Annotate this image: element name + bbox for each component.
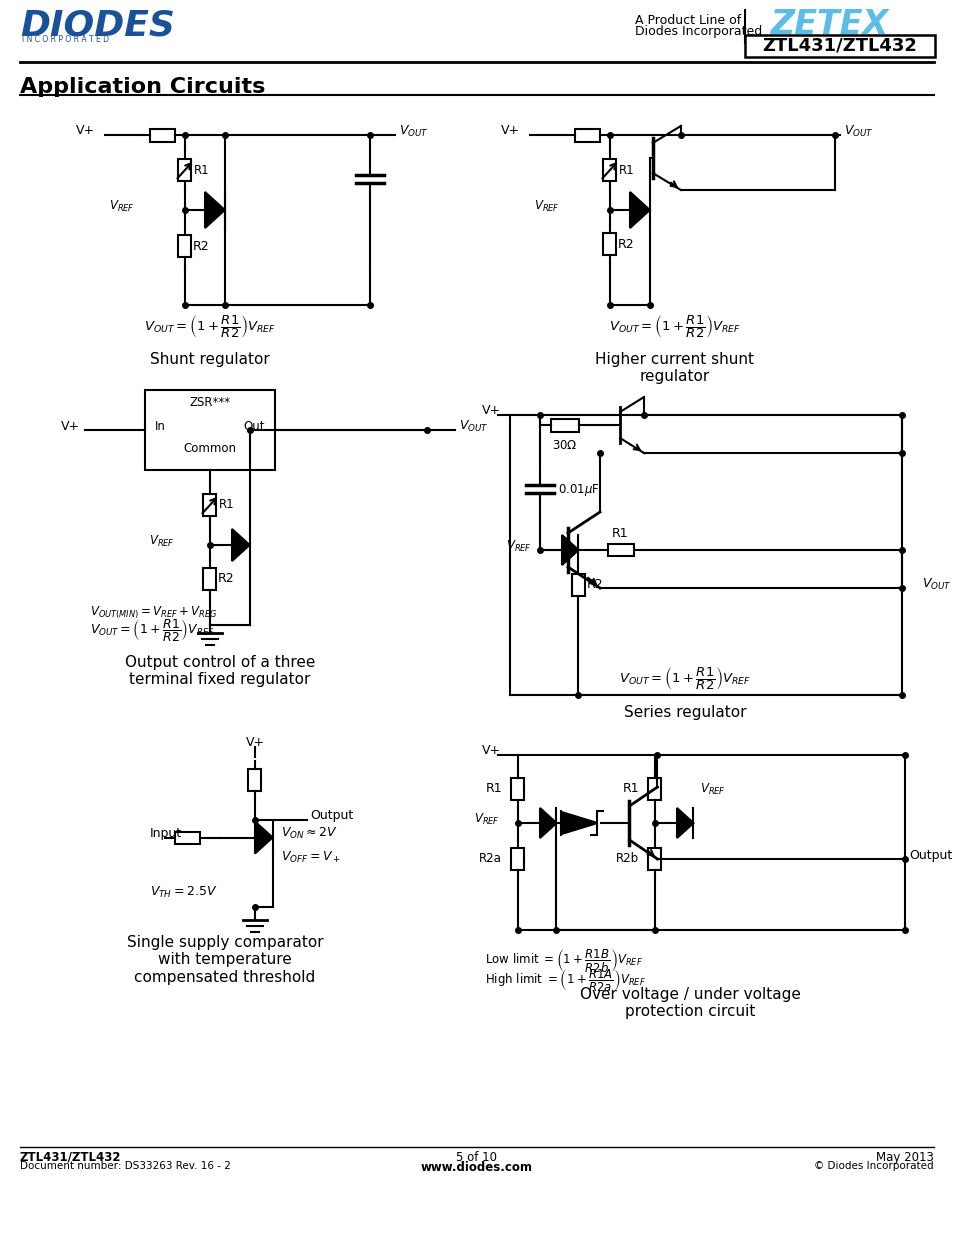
Text: © Diodes Incorporated: © Diodes Incorporated	[814, 1161, 933, 1171]
Polygon shape	[539, 808, 556, 839]
Bar	[150, 128, 175, 142]
Bar	[603, 233, 616, 254]
Text: $V_{REF}$: $V_{REF}$	[700, 782, 725, 797]
Text: R1: R1	[193, 163, 209, 177]
Polygon shape	[561, 535, 578, 564]
Text: 30$\Omega$: 30$\Omega$	[552, 438, 578, 452]
Text: ZTL431/ZTL432: ZTL431/ZTL432	[761, 37, 917, 56]
Bar	[603, 159, 616, 182]
Text: Output: Output	[908, 848, 951, 862]
Polygon shape	[254, 821, 273, 853]
Text: May 2013: May 2013	[875, 1151, 933, 1165]
Bar	[178, 159, 192, 182]
Text: $V_{OUT(MIN)} = V_{REF} + V_{REG}$: $V_{OUT(MIN)} = V_{REF} + V_{REG}$	[90, 605, 217, 621]
Polygon shape	[205, 191, 225, 228]
Text: High limit $= \left(1+\dfrac{R1A}{R2a}\right)V_{REF}$: High limit $= \left(1+\dfrac{R1A}{R2a}\r…	[484, 967, 645, 993]
Text: Shunt regulator: Shunt regulator	[150, 352, 270, 367]
Text: $V_{OUT}$: $V_{OUT}$	[843, 124, 873, 138]
Text: Higher current shunt
regulator: Higher current shunt regulator	[595, 352, 754, 384]
Text: A Product Line of: A Product Line of	[635, 14, 740, 26]
Text: Application Circuits: Application Circuits	[20, 77, 265, 98]
Bar	[648, 848, 660, 869]
Text: $V_{OUT} = \left(1+\dfrac{R1}{R2}\right)V_{REF}$: $V_{OUT} = \left(1+\dfrac{R1}{R2}\right)…	[618, 666, 750, 693]
Bar	[551, 419, 578, 431]
Text: 5 of 10: 5 of 10	[456, 1151, 497, 1165]
Text: Out: Out	[243, 420, 265, 432]
Bar	[248, 769, 261, 790]
Text: $V_{REF}$: $V_{REF}$	[474, 811, 499, 826]
Bar	[511, 778, 524, 799]
Bar	[648, 778, 660, 799]
Text: R2: R2	[193, 240, 210, 252]
Text: V+: V+	[500, 125, 519, 137]
Text: Diodes Incorporated: Diodes Incorporated	[635, 26, 761, 38]
Text: R2b: R2b	[616, 852, 639, 866]
Text: R1: R1	[612, 527, 628, 540]
Text: Common: Common	[183, 441, 236, 454]
Text: $V_{ON} \approx 2V$: $V_{ON} \approx 2V$	[280, 826, 337, 841]
Text: 0.01$\mu$F: 0.01$\mu$F	[558, 482, 599, 498]
Bar	[608, 543, 633, 556]
Text: R2a: R2a	[478, 852, 501, 866]
Text: Output: Output	[310, 809, 353, 823]
Bar	[178, 236, 192, 257]
Bar	[744, 35, 934, 57]
Text: www.diodes.com: www.diodes.com	[420, 1161, 533, 1174]
Text: V+: V+	[481, 405, 500, 417]
Text: $V_{OUT} = \left(1+\dfrac{R1}{R2}\right)V_{REF}$: $V_{OUT} = \left(1+\dfrac{R1}{R2}\right)…	[144, 314, 275, 341]
Text: Series regulator: Series regulator	[623, 705, 745, 720]
Text: R2: R2	[618, 237, 634, 251]
Text: V+: V+	[245, 736, 264, 750]
Text: V+: V+	[481, 745, 500, 757]
Bar	[145, 390, 274, 471]
Text: In: In	[154, 420, 166, 432]
Bar	[203, 494, 216, 516]
Polygon shape	[232, 529, 250, 561]
Text: I N C O R P O R A T E D: I N C O R P O R A T E D	[22, 35, 109, 43]
Text: $V_{OUT} = \left(1+\dfrac{R1}{R2}\right)V_{REF}$: $V_{OUT} = \left(1+\dfrac{R1}{R2}\right)…	[608, 314, 740, 341]
Text: Document number: DS33263 Rev. 16 - 2: Document number: DS33263 Rev. 16 - 2	[20, 1161, 231, 1171]
Text: Input: Input	[150, 827, 182, 840]
Text: V+: V+	[76, 125, 95, 137]
Text: R1: R1	[621, 783, 639, 795]
Text: DIODES: DIODES	[20, 7, 174, 42]
Text: $V_{REF}$: $V_{REF}$	[109, 199, 135, 214]
Text: $V_{OFF} = V_+$: $V_{OFF} = V_+$	[280, 850, 340, 864]
Text: $V_{REF}$: $V_{REF}$	[149, 534, 174, 548]
Text: V+: V+	[61, 420, 80, 432]
Bar	[174, 831, 200, 844]
Text: R2: R2	[586, 578, 602, 592]
Text: R1: R1	[485, 783, 501, 795]
Text: ZETEX: ZETEX	[770, 9, 888, 42]
Text: Low limit $= \left(1+\dfrac{R1B}{R2b}\right)V_{REF}$: Low limit $= \left(1+\dfrac{R1B}{R2b}\ri…	[484, 947, 642, 974]
Polygon shape	[677, 808, 693, 839]
Text: $V_{OUT}$: $V_{OUT}$	[398, 124, 428, 138]
Text: $V_{TH} = 2.5V$: $V_{TH} = 2.5V$	[150, 885, 217, 900]
Text: ZSR***: ZSR***	[190, 395, 231, 409]
Polygon shape	[629, 191, 649, 228]
Text: $V_{OUT}$: $V_{OUT}$	[921, 577, 951, 592]
Bar	[572, 574, 584, 595]
Polygon shape	[561, 811, 597, 834]
Text: Over voltage / under voltage
protection circuit: Over voltage / under voltage protection …	[579, 987, 800, 1019]
Bar	[203, 568, 216, 589]
Text: $V_{REF}$: $V_{REF}$	[534, 199, 559, 214]
Text: R1: R1	[218, 499, 233, 511]
Text: $V_{REF}$: $V_{REF}$	[506, 538, 532, 553]
Text: ZTL431/ZTL432: ZTL431/ZTL432	[20, 1151, 121, 1165]
Text: R2: R2	[218, 573, 234, 585]
Bar	[575, 128, 599, 142]
Text: $V_{OUT}$: $V_{OUT}$	[458, 419, 488, 433]
Text: Single supply comparator
with temperature
compensated threshold: Single supply comparator with temperatur…	[127, 935, 323, 984]
Text: Output control of a three
terminal fixed regulator: Output control of a three terminal fixed…	[125, 655, 314, 688]
Bar	[511, 848, 524, 869]
Text: R1: R1	[618, 163, 634, 177]
Text: $V_{OUT} = \left(1+\dfrac{R1}{R2}\right)V_{REF}$: $V_{OUT} = \left(1+\dfrac{R1}{R2}\right)…	[90, 618, 214, 643]
